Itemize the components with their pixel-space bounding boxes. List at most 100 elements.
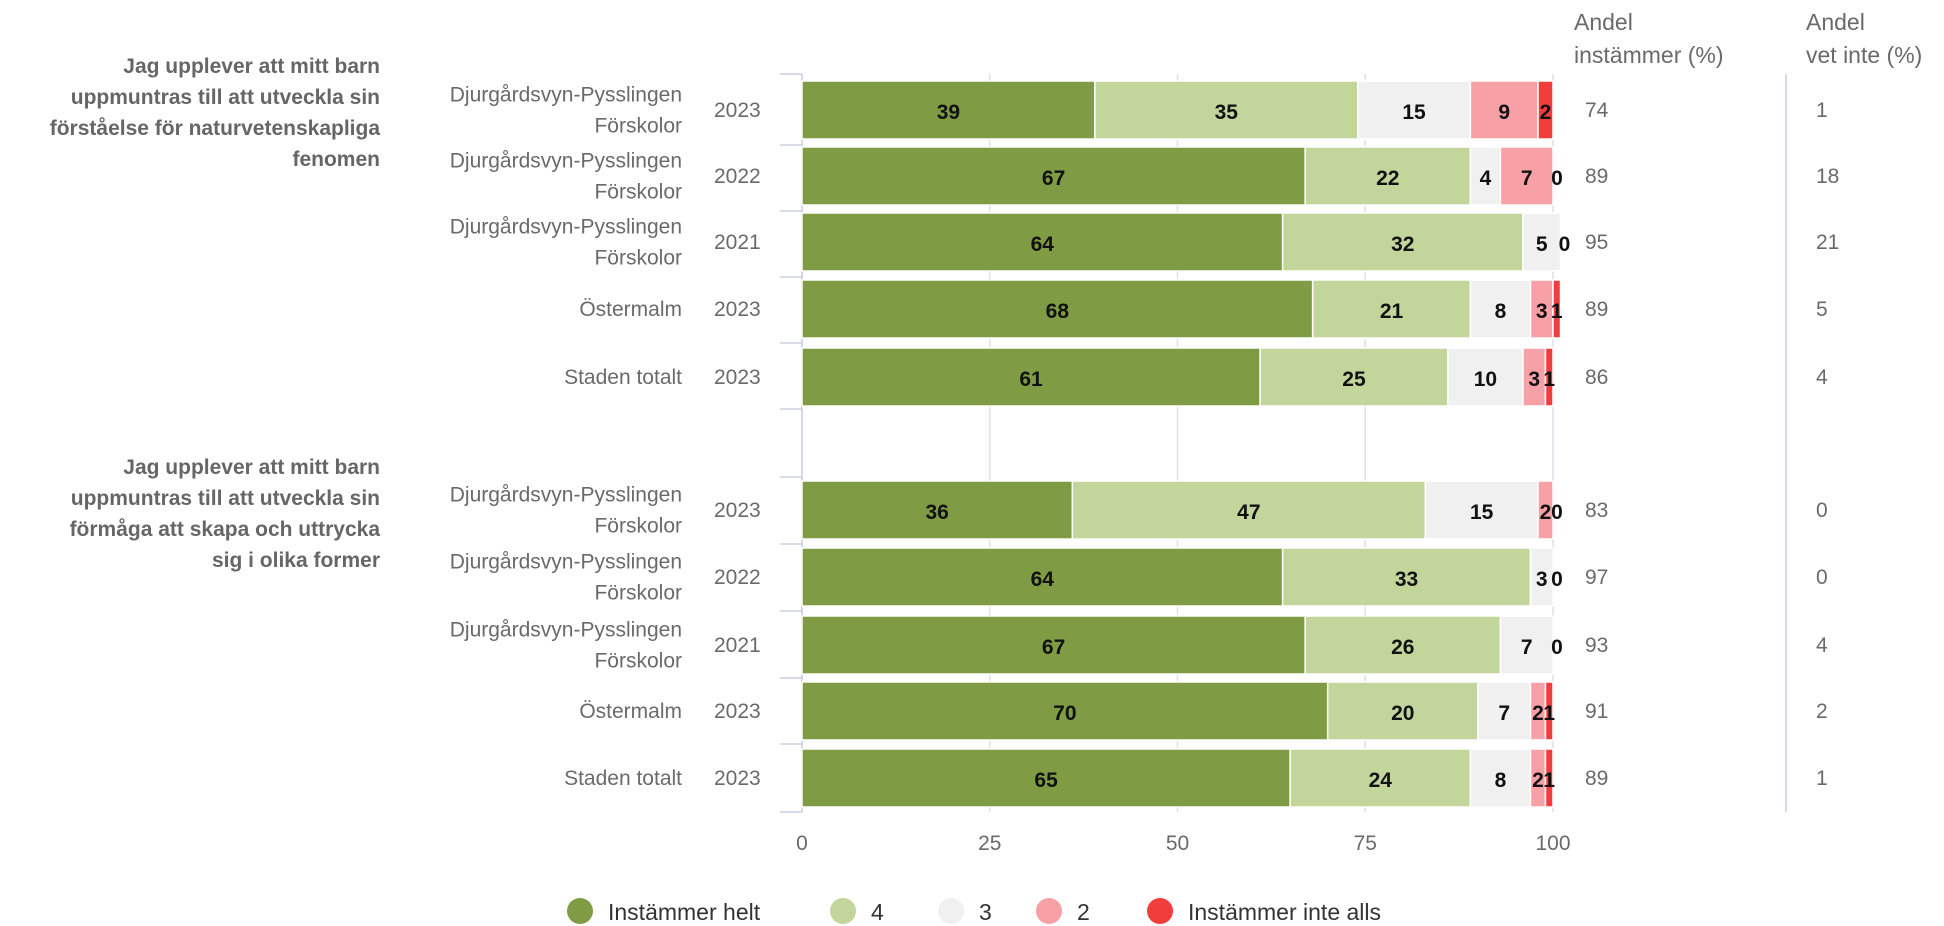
question-title-line: Jag upplever att mitt barn [123,55,380,78]
bar-segment-label: 67 [1042,167,1065,190]
bar-segment-label: 0 [1559,233,1571,256]
bar-segment-label: 0 [1551,636,1563,659]
bar-row: Djurgårdsvyn-Pysslingen Förskolor 2022 67 22… [450,146,1839,206]
legend-item: 2 [1036,898,1090,925]
bar-segment-label: 20 [1391,702,1414,725]
bar-segment-4 [1281,212,1524,272]
legend-swatch [938,898,964,924]
andel-vet-inte-value: 4 [1816,634,1828,657]
column-header-line1: Andel [1574,9,1633,35]
andel-vet-inte-value: 4 [1816,366,1828,389]
x-tick-label: 100 [1535,832,1570,855]
bar-segment-3 [1477,681,1532,741]
bar-segment-instämmer-helt [801,80,1096,140]
x-tick-label: 25 [978,832,1001,855]
bar-segment-label: 5 [1536,233,1548,256]
row-label: Djurgårdsvyn-Pysslingen [450,150,682,173]
row-year: 2023 [714,99,761,122]
bar-segment-3 [1469,279,1532,339]
question-title: Jag upplever att mitt barn uppmuntras til… [70,456,381,572]
row-label: Förskolor [594,247,682,270]
question-title-line: förståelse för naturvetenskapliga [50,117,381,140]
bar-segment-4 [1326,681,1479,741]
andel-instammer-value: 89 [1585,298,1608,321]
bar-segment-instämmer-inte-alls [1537,80,1554,140]
legend-label: Instämmer helt [608,899,761,925]
bar-segment-label: 15 [1470,501,1494,524]
row-label: Förskolor [594,582,682,605]
x-tick-label: 50 [1166,832,1189,855]
legend-item: 4 [830,898,884,925]
row-year: 2023 [714,700,761,723]
andel-instammer-value: 86 [1585,366,1608,389]
row-label: Djurgårdsvyn-Pysslingen [450,216,682,239]
bar-segment-label: 67 [1042,636,1065,659]
bar-segment-label: 25 [1342,368,1366,391]
bar-segment-label: 24 [1369,769,1393,792]
bar-segment-label: 7 [1521,636,1533,659]
bar-segment-label: 32 [1391,233,1414,256]
column-header-0: Andel instämmer (%) [1574,9,1724,68]
row-year: 2021 [714,634,761,657]
andel-vet-inte-value: 1 [1816,767,1828,790]
bar-segment-4 [1311,279,1472,339]
question-title-line: sig i olika former [212,549,380,572]
andel-instammer-value: 97 [1585,566,1608,589]
andel-instammer-value: 89 [1585,767,1608,790]
bar-row: Östermalm 2023 68 21 8 3 1 89 5 [579,279,1828,339]
row-label: Förskolor [594,650,682,673]
bar-segment-3 [1529,547,1554,607]
bar-segment-instämmer-helt [801,681,1329,741]
row-year: 2021 [714,231,761,254]
bar-segment-3 [1469,146,1502,206]
bar-segment-label: 36 [926,501,949,524]
bar-segment-instämmer-inte-alls [1544,748,1554,808]
row-label: Förskolor [594,115,682,138]
bar-segment-label: 2 [1532,769,1544,792]
bar-segment-2 [1499,146,1554,206]
bar-segment-label: 61 [1019,368,1043,391]
row-label: Förskolor [594,515,682,538]
bar-segment-3 [1522,212,1562,272]
bar-row: Djurgårdsvyn-Pysslingen Förskolor 2023 36 47… [450,480,1828,540]
legend-label: 2 [1077,899,1090,925]
y-axis [780,73,803,813]
bar-segment-label: 68 [1046,300,1070,323]
bar-segment-instämmer-helt [801,146,1306,206]
bar-segment-4 [1259,347,1449,407]
bar-segment-label: 0 [1551,501,1563,524]
question-title-line: uppmuntras till att utveckla sin [71,86,380,109]
andel-vet-inte-value: 1 [1816,99,1828,122]
andel-vet-inte-value: 2 [1816,700,1828,723]
bar-segment-label: 3 [1536,300,1548,323]
question-title-line: Jag upplever att mitt barn [123,456,380,479]
row-year: 2023 [714,298,761,321]
bar-segment-2 [1469,80,1539,140]
bar-segment-label: 1 [1543,702,1555,725]
bar-segment-4 [1281,547,1532,607]
bar-row: Djurgårdsvyn-Pysslingen Förskolor 2023 39 35… [450,80,1828,140]
bar-segment-3 [1356,80,1472,140]
bar-segment-label: 0 [1551,167,1563,190]
question-group-1: Jag upplever att mitt barn uppmuntras til… [70,456,1828,808]
x-axis: 0 25 50 75 100 [796,832,1570,855]
row-label: Östermalm [579,298,682,321]
bar-segment-instämmer-inte-alls [1552,279,1562,339]
bar-segment-label: 47 [1237,501,1260,524]
x-tick-label: 75 [1354,832,1377,855]
column-header-line2: vet inte (%) [1806,42,1922,68]
bar-segment-label: 15 [1402,101,1426,124]
bar-segment-label: 22 [1376,167,1399,190]
row-label: Djurgårdsvyn-Pysslingen [450,619,682,642]
bar-segment-instämmer-helt [801,547,1284,607]
row-year: 2023 [714,366,761,389]
andel-instammer-value: 93 [1585,634,1608,657]
bar-segment-label: 0 [1551,568,1563,591]
bar-segment-label: 64 [1031,568,1055,591]
bar-segment-label: 2 [1532,702,1544,725]
bar-segment-label: 7 [1521,167,1533,190]
legend-swatch [1147,898,1173,924]
column-header-1: Andel vet inte (%) [1806,9,1922,68]
bar-segment-label: 1 [1543,769,1555,792]
